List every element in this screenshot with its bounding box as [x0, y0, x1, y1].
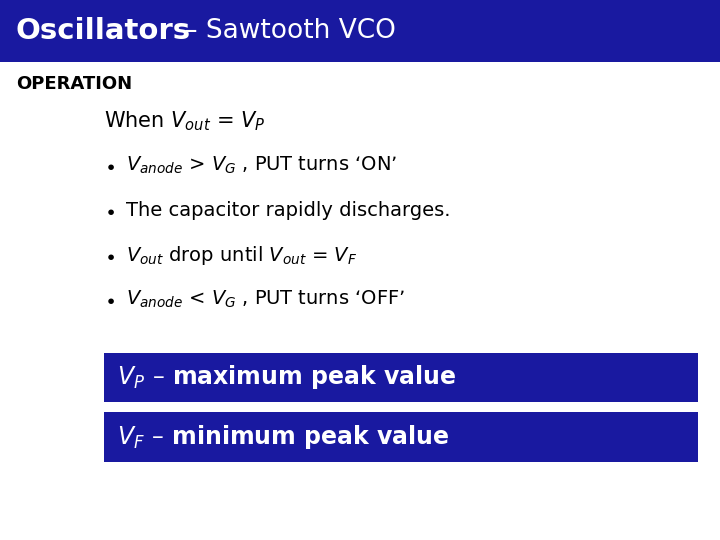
Text: $\bullet$: $\bullet$: [104, 156, 115, 176]
Text: – Sawtooth VCO: – Sawtooth VCO: [176, 18, 396, 44]
Text: The capacitor rapidly discharges.: The capacitor rapidly discharges.: [126, 201, 451, 220]
Text: $\bullet$: $\bullet$: [104, 290, 115, 309]
Text: $\mathit{V}_P$ – maximum peak value: $\mathit{V}_P$ – maximum peak value: [117, 363, 456, 392]
Text: $\bullet$: $\bullet$: [104, 201, 115, 220]
Text: $\mathit{V}_{out}$ drop until $\mathit{V}_{out}$ = $\mathit{V}_F$: $\mathit{V}_{out}$ drop until $\mathit{V…: [126, 244, 357, 267]
Text: When $\mathit{V}_{out}$ = $\mathit{V}_P$: When $\mathit{V}_{out}$ = $\mathit{V}_P$: [104, 110, 266, 133]
Text: $\mathit{V}_{anode}$ < $\mathit{V}_G$ , PUT turns ‘OFF’: $\mathit{V}_{anode}$ < $\mathit{V}_G$ , …: [126, 289, 405, 310]
Text: $\mathit{V}_{anode}$ > $\mathit{V}_G$ , PUT turns ‘ON’: $\mathit{V}_{anode}$ > $\mathit{V}_G$ , …: [126, 155, 397, 177]
Text: Oscillators: Oscillators: [16, 17, 191, 45]
Text: $\bullet$: $\bullet$: [104, 246, 115, 265]
Text: $\mathit{V}_F$ – minimum peak value: $\mathit{V}_F$ – minimum peak value: [117, 423, 450, 451]
Text: OPERATION: OPERATION: [16, 75, 132, 93]
